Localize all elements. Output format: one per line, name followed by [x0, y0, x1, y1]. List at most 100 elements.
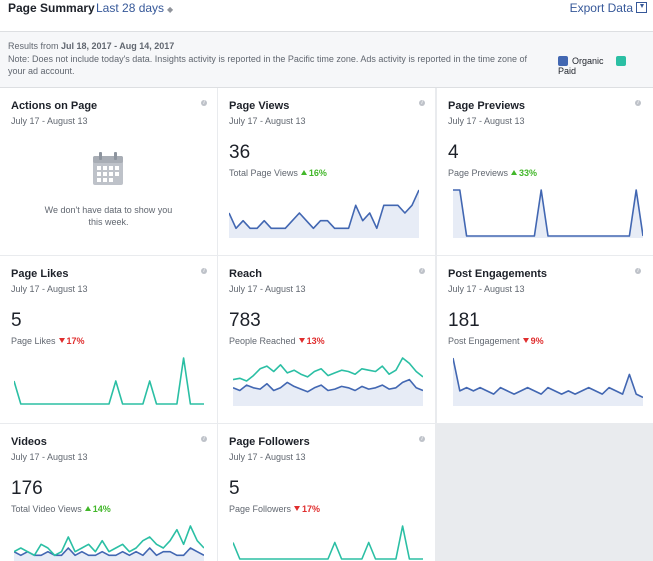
card-post-engagements[interactable]: Post Engagements July 17 - August 13 i 1… — [437, 256, 653, 423]
organic-series-line — [233, 378, 423, 393]
info-icon[interactable]: i — [635, 100, 641, 106]
card-title: Post Engagements — [448, 268, 548, 280]
card-title: Page Likes — [11, 268, 69, 280]
organic-series-area — [229, 190, 419, 238]
paid-series-line — [233, 357, 423, 382]
metric-label: Page Previews — [448, 168, 509, 178]
card-metric: Page Likes 17% — [11, 336, 85, 346]
card-value: 4 — [448, 142, 459, 163]
card-actions-on-page[interactable]: Actions on Page July 17 - August 13 i We… — [0, 88, 217, 255]
metric-change: 9% — [530, 336, 544, 346]
metric-change: 14% — [92, 504, 111, 514]
sparkline-chart — [453, 189, 643, 238]
card-value: 5 — [229, 478, 240, 499]
paid-series-line — [14, 525, 204, 557]
card-reach[interactable]: Reach July 17 - August 13 i 783 People R… — [218, 256, 435, 423]
results-range-text: Results from Jul 18, 2017 - Aug 14, 2017 — [8, 41, 174, 51]
card-metric: People Reached 13% — [229, 336, 325, 346]
legend-label-organic: Organic — [572, 55, 604, 66]
trend-up-icon — [511, 170, 518, 175]
card-date: July 17 - August 13 — [11, 452, 88, 462]
card-metric: Page Followers 17% — [229, 504, 320, 514]
paid-series-line — [233, 525, 423, 560]
insights-grid: Actions on Page July 17 - August 13 i We… — [0, 88, 653, 561]
timezone-note: Note: Does not include today's data. Ins… — [8, 54, 527, 76]
results-prefix: Results from — [8, 41, 59, 51]
info-icon[interactable]: i — [201, 100, 207, 106]
card-date: July 17 - August 13 — [229, 284, 306, 294]
metric-label: Page Followers — [229, 504, 292, 514]
card-value: 181 — [448, 310, 480, 331]
sparkline-chart — [229, 189, 419, 238]
organic-series-line — [453, 189, 643, 237]
sparkline-chart — [14, 525, 204, 561]
metric-change: 17% — [66, 336, 85, 346]
card-title: Reach — [229, 268, 263, 280]
organic-series-line — [453, 357, 643, 399]
no-data-message: We don't have data to show you this week… — [44, 205, 173, 227]
card-value: 176 — [11, 478, 43, 499]
organic-series-area — [233, 379, 423, 406]
trend-up-icon — [84, 506, 91, 511]
date-range-label: Last 28 days — [96, 1, 165, 15]
card-metric: Page Previews 33% — [448, 168, 537, 178]
sparkline-chart — [453, 357, 643, 406]
legend: Organic Paid — [558, 55, 653, 76]
card-page-followers[interactable]: Page Followers July 17 - August 13 i 5 P… — [218, 424, 435, 561]
card-page-likes[interactable]: Page Likes July 17 - August 13 i 5 Page … — [0, 256, 217, 423]
card-metric: Total Video Views 14% — [11, 504, 111, 514]
metric-label: Page Likes — [11, 336, 56, 346]
empty-grid-cell — [437, 424, 653, 561]
card-value: 36 — [229, 142, 251, 163]
card-title: Page Followers — [229, 436, 310, 448]
card-videos[interactable]: Videos July 17 - August 13 i 176 Total V… — [0, 424, 217, 561]
legend-label-paid: Paid — [558, 66, 577, 77]
date-range-dropdown[interactable]: Last 28 days ◆ — [96, 1, 173, 15]
export-data-label: Export Data — [569, 1, 633, 15]
card-page-views[interactable]: Page Views July 17 - August 13 i 36 Tota… — [218, 88, 435, 255]
results-info-bar: Results from Jul 18, 2017 - Aug 14, 2017… — [0, 32, 653, 88]
trend-down-icon — [298, 338, 305, 343]
metric-change: 33% — [519, 168, 538, 178]
calendar-icon — [93, 152, 123, 185]
card-value: 783 — [229, 310, 261, 331]
info-icon[interactable]: i — [419, 268, 425, 274]
download-icon — [636, 2, 647, 13]
card-title: Actions on Page — [11, 100, 98, 112]
chevron-down-icon: ◆ — [167, 5, 174, 14]
organic-series-line — [14, 547, 204, 557]
results-date-range: Jul 18, 2017 - Aug 14, 2017 — [61, 41, 175, 51]
metric-label: Total Video Views — [11, 504, 82, 514]
sparkline-chart — [233, 525, 423, 560]
info-icon[interactable]: i — [201, 436, 207, 442]
organic-series-area — [453, 358, 643, 406]
organic-series-area — [14, 548, 204, 561]
metric-change: 16% — [308, 168, 327, 178]
export-data-button[interactable]: Export Data — [570, 1, 647, 15]
sparkline-chart — [14, 357, 204, 405]
info-icon[interactable]: i — [419, 436, 425, 442]
card-date: July 17 - August 13 — [229, 452, 306, 462]
card-date: July 17 - August 13 — [11, 284, 88, 294]
info-icon[interactable]: i — [419, 100, 425, 106]
card-title: Page Views — [229, 100, 290, 112]
info-icon[interactable]: i — [201, 268, 207, 274]
trend-down-icon — [58, 338, 65, 343]
metric-change: 13% — [306, 336, 325, 346]
card-date: July 17 - August 13 — [11, 116, 88, 126]
card-title: Videos — [11, 436, 47, 448]
legend-swatch-paid — [616, 55, 627, 66]
metric-label: Total Page Views — [229, 168, 298, 178]
page-title: Page Summary — [8, 1, 95, 15]
card-title: Page Previews — [448, 100, 526, 112]
card-value: 5 — [11, 310, 22, 331]
card-metric: Post Engagement 9% — [448, 336, 544, 346]
card-date: July 17 - August 13 — [448, 284, 525, 294]
organic-series-line — [229, 189, 419, 230]
sparkline-chart — [233, 357, 423, 406]
info-icon[interactable]: i — [635, 268, 641, 274]
paid-series-line — [14, 357, 204, 405]
page-summary-header: Page Summary Last 28 days ◆ Export Data — [0, 0, 653, 32]
trend-up-icon — [300, 170, 307, 175]
card-page-previews[interactable]: Page Previews July 17 - August 13 i 4 Pa… — [437, 88, 653, 255]
